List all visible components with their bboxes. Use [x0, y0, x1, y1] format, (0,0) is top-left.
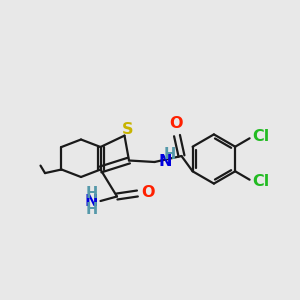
- Text: Cl: Cl: [252, 174, 269, 189]
- Text: N: N: [84, 194, 98, 209]
- Text: H: H: [85, 202, 98, 217]
- Text: N: N: [158, 154, 172, 169]
- Text: O: O: [170, 116, 183, 131]
- Text: H: H: [85, 186, 98, 201]
- Text: H: H: [164, 147, 176, 162]
- Text: Cl: Cl: [252, 129, 269, 144]
- Text: O: O: [141, 185, 154, 200]
- Text: S: S: [122, 122, 133, 137]
